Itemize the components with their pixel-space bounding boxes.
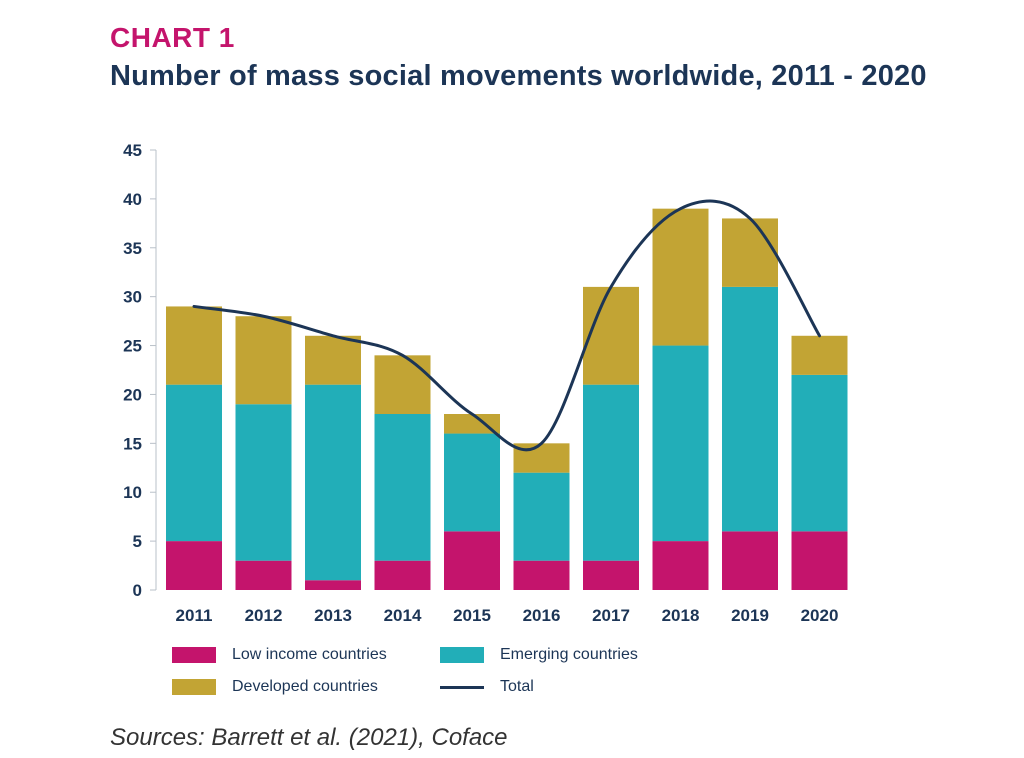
bar-segment-low-income [444, 531, 500, 590]
y-tick-label: 5 [133, 532, 142, 551]
x-axis: 2011 2012 2013 2014 2015 2016 2017 2018 2019 2020 [176, 606, 839, 625]
bar-segment-emerging [305, 384, 361, 581]
bar-segment-developed [652, 208, 709, 346]
x-tick-label: 2013 [314, 606, 352, 625]
bar-segment-developed [374, 355, 431, 414]
total-line [192, 199, 821, 452]
bar-segment-developed [235, 316, 292, 405]
bar-segment-developed [166, 306, 222, 385]
bar-segment-developed [513, 443, 570, 473]
y-axis: 0 5 10 15 20 25 30 35 40 45 [123, 141, 157, 600]
bar-segment-emerging [513, 472, 570, 561]
legend-item-total: Total [440, 678, 534, 696]
legend-item-developed: Developed countries [172, 678, 378, 696]
legend-label-emerging: Emerging countries [500, 646, 638, 663]
bar-segment-low-income [235, 560, 292, 590]
bar-segment-low-income [722, 531, 778, 590]
bar-segment-emerging [791, 374, 848, 532]
bars [166, 208, 848, 590]
chart-label: CHART 1 [110, 22, 235, 53]
bar-segment-low-income [583, 560, 639, 590]
y-tick-label: 10 [123, 483, 142, 502]
legend-label-developed: Developed countries [232, 678, 378, 695]
x-tick-label: 2012 [245, 606, 283, 625]
y-tick-label: 45 [123, 141, 142, 160]
y-tick-label: 40 [123, 190, 142, 209]
legend-item-low-income: Low income countries [172, 646, 387, 664]
x-tick-label: 2015 [453, 606, 491, 625]
x-tick-label: 2017 [592, 606, 630, 625]
y-tick-label: 0 [133, 581, 142, 600]
bar-segment-low-income [791, 531, 848, 590]
x-tick-label: 2011 [176, 606, 213, 625]
bar-segment-developed [791, 335, 848, 375]
bar-segment-emerging [374, 414, 431, 561]
bar-segment-low-income [166, 541, 222, 590]
y-tick-label: 30 [123, 288, 142, 307]
x-tick-label: 2019 [731, 606, 769, 625]
bar-segment-developed [583, 286, 639, 385]
legend-swatch-developed [172, 679, 216, 695]
y-tick-label: 15 [123, 434, 142, 453]
x-tick-label: 2014 [384, 606, 422, 625]
source-note: Sources: Barrett et al. (2021), Coface [110, 724, 508, 751]
legend-swatch-low-income [172, 647, 216, 663]
bar-segment-developed [444, 414, 500, 434]
bar-segment-low-income [305, 580, 361, 590]
bar-segment-emerging [583, 384, 639, 561]
bar-segment-low-income [652, 541, 709, 590]
legend: Low income countries Emerging countries … [172, 646, 692, 706]
bar-segment-low-income [513, 560, 570, 590]
total-line-layer [192, 199, 821, 452]
bar-segment-emerging [722, 286, 778, 532]
legend-label-total: Total [500, 678, 534, 695]
bar-segment-emerging [444, 433, 500, 532]
legend-item-emerging: Emerging countries [440, 646, 638, 664]
bar-segment-low-income [374, 560, 431, 590]
bar-segment-developed [722, 218, 778, 287]
x-tick-label: 2020 [801, 606, 839, 625]
chart-title: Number of mass social movements worldwid… [110, 60, 927, 92]
y-tick-label: 20 [123, 385, 142, 404]
y-tick-label: 25 [123, 337, 142, 356]
bar-segment-emerging [652, 345, 709, 542]
bar-segment-developed [305, 335, 361, 385]
y-tick-label: 35 [123, 239, 142, 258]
x-tick-label: 2016 [523, 606, 561, 625]
legend-label-low-income: Low income countries [232, 646, 387, 663]
legend-line-total [440, 685, 484, 689]
x-tick-label: 2018 [662, 606, 700, 625]
bar-segment-emerging [166, 384, 222, 542]
bar-segment-emerging [235, 404, 292, 561]
legend-swatch-emerging [440, 647, 484, 663]
